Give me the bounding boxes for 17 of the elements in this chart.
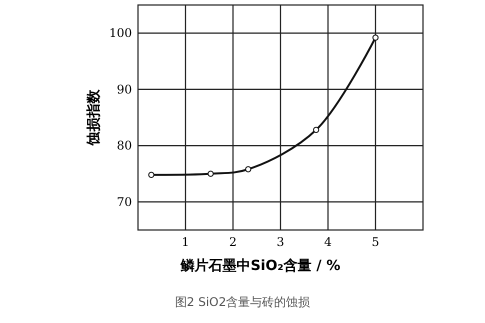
- point: [372, 34, 379, 41]
- x-tick-label: 5: [372, 235, 380, 249]
- caption: 图2 SiO2含量与砖的蚀损: [174, 295, 310, 309]
- point: [313, 126, 320, 133]
- point: [148, 172, 154, 178]
- x-tick-label: 2: [229, 235, 237, 249]
- y-axis-title: 蚀损指数: [86, 88, 102, 146]
- x-tick-label: 3: [276, 235, 284, 249]
- y-tick-label: 80: [116, 138, 132, 153]
- x-axis-title: 鳞片石墨中SiO₂含量 / %: [180, 258, 340, 274]
- y-tick-label: 100: [109, 26, 132, 40]
- x-tick-label: 4: [324, 235, 332, 249]
- y-tick-label: 90: [116, 82, 132, 96]
- point: [208, 170, 214, 177]
- point: [245, 166, 252, 172]
- y-tick-label: 70: [116, 194, 132, 209]
- x-tick-label: 1: [182, 235, 190, 249]
